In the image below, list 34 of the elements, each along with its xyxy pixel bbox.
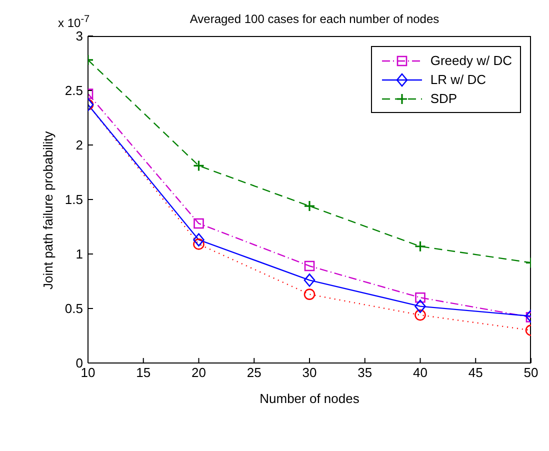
x-tick-label: 45 [468,365,483,380]
x-tick-label: 40 [413,365,428,380]
y-tick-label: 0.5 [64,301,83,316]
y-tick-label: 1.5 [64,192,83,208]
text: x 10$^{-7}$ [58,14,90,30]
x-tick-label: 50 [524,365,538,380]
x-tick-label: 20 [192,365,206,380]
x-axis-title: Number of nodes [260,391,360,406]
x-tick-label: 30 [302,365,317,380]
point [193,233,204,246]
legend-label: Greedy w/ DC [430,53,512,68]
point [304,288,316,300]
y-tick-label: 1 [76,246,83,262]
legend-label: SDP [430,91,458,106]
x-tick-label: 15 [136,365,151,380]
point [415,292,426,303]
x-tick-label: 25 [246,365,262,380]
y-tick-label: 0 [76,356,83,371]
point [304,200,316,212]
y-tick-label: 2.5 [64,83,83,98]
point [414,309,426,321]
x-tick-label: 35 [358,365,372,380]
y-axis-title: Joint path failure probability [40,130,56,290]
legend-label: LR w/ DC [430,72,486,87]
point [414,300,426,313]
point [194,218,204,229]
chart-title: Averaged 100 cases for each number of nodes [188,12,440,26]
y-tick-label: 2 [76,138,83,153]
point [193,238,204,250]
point [192,160,205,172]
point [414,240,426,252]
y-tick-label: 3 [76,28,83,44]
point [304,260,315,272]
point [304,274,316,287]
